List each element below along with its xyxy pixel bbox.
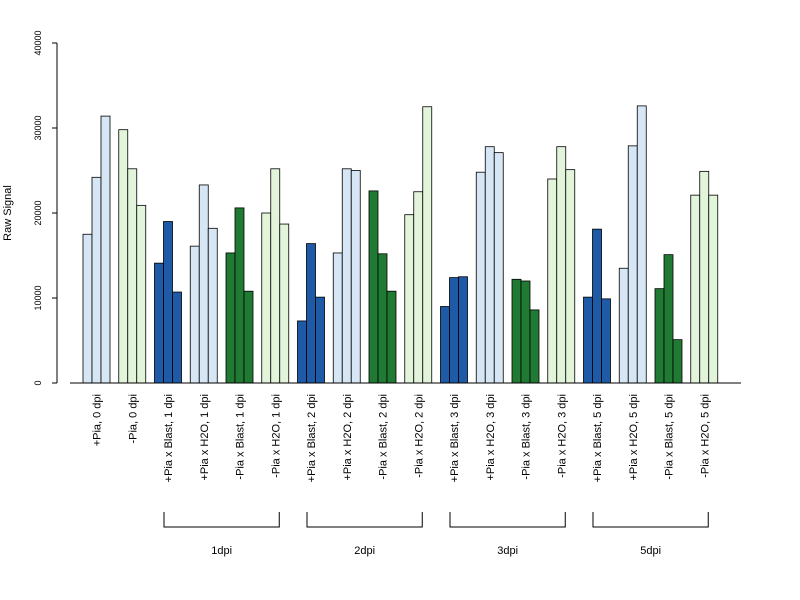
y-tick-label: 10000 bbox=[33, 285, 43, 310]
bar bbox=[118, 129, 129, 384]
bar bbox=[82, 233, 93, 384]
category-label: -Pia x Blast, 3 dpi bbox=[521, 394, 533, 480]
bar bbox=[511, 278, 522, 384]
bar bbox=[279, 223, 290, 384]
y-tick-label: 20000 bbox=[33, 200, 43, 225]
bar bbox=[663, 254, 674, 384]
group-brackets: 1dpi 2dpi 3dpi 5dpi bbox=[163, 512, 709, 557]
category-label: +Pia x Blast, 2 dpi bbox=[306, 394, 318, 482]
group-label: 2dpi bbox=[354, 545, 375, 557]
bar bbox=[350, 170, 361, 384]
category-label: -Pia x H2O, 3 dpi bbox=[556, 394, 568, 478]
bar bbox=[547, 178, 558, 384]
bar bbox=[699, 170, 710, 384]
bar bbox=[449, 277, 459, 384]
group-bracket bbox=[592, 512, 709, 528]
bar bbox=[565, 169, 576, 384]
bar bbox=[636, 105, 647, 384]
category-label: -Pia x H2O, 1 dpi bbox=[270, 394, 282, 478]
category-label: +Pia x Blast, 5 dpi bbox=[592, 394, 604, 482]
bar bbox=[520, 280, 531, 384]
group-bracket bbox=[306, 512, 423, 528]
category-labels: +Pia, 0 dpi -Pia, 0 dpi +Pia x Blast, 1 dp… bbox=[92, 394, 712, 482]
bar bbox=[91, 176, 102, 384]
bar bbox=[163, 221, 173, 384]
bar bbox=[627, 145, 638, 384]
bar bbox=[672, 339, 683, 384]
y-axis-label: Raw Signal bbox=[2, 185, 14, 241]
bars bbox=[82, 105, 719, 384]
bar bbox=[315, 296, 325, 384]
category-label: +Pia x Blast, 3 dpi bbox=[449, 394, 461, 482]
category-label: -Pia x H2O, 5 dpi bbox=[699, 394, 711, 478]
y-tick-label: 30000 bbox=[33, 115, 43, 140]
bar bbox=[618, 267, 629, 384]
bar bbox=[297, 320, 307, 384]
bar bbox=[332, 252, 343, 384]
bar bbox=[136, 204, 147, 384]
bar bbox=[493, 152, 504, 384]
bar bbox=[556, 146, 567, 384]
bar bbox=[458, 276, 468, 384]
bar bbox=[377, 253, 388, 384]
bar bbox=[690, 194, 701, 384]
bar bbox=[368, 190, 379, 384]
category-label: +Pia, 0 dpi bbox=[92, 394, 104, 446]
bar bbox=[207, 227, 218, 384]
category-label: -Pia x Blast, 5 dpi bbox=[664, 394, 676, 480]
group-bracket bbox=[163, 512, 280, 528]
bar bbox=[601, 298, 611, 384]
bar bbox=[172, 291, 182, 384]
category-label: -Pia, 0 dpi bbox=[127, 394, 139, 444]
bar bbox=[404, 214, 415, 384]
group-label: 1dpi bbox=[211, 545, 232, 557]
bar bbox=[654, 288, 665, 384]
bar bbox=[306, 243, 316, 384]
y-axis: 0 10000 20000 30000 40000 bbox=[33, 30, 58, 386]
bar bbox=[154, 262, 164, 384]
category-label: +Pia x Blast, 1 dpi bbox=[163, 394, 175, 482]
group-label: 3dpi bbox=[497, 545, 518, 557]
bar bbox=[234, 207, 245, 384]
category-label: +Pia x H2O, 1 dpi bbox=[199, 394, 211, 481]
category-label: +Pia x H2O, 5 dpi bbox=[628, 394, 640, 481]
bar bbox=[261, 212, 272, 384]
group-label: 5dpi bbox=[640, 545, 661, 557]
y-tick-label: 40000 bbox=[33, 30, 43, 55]
bar bbox=[529, 309, 540, 384]
bar bbox=[475, 171, 486, 384]
category-label: +Pia x H2O, 2 dpi bbox=[342, 394, 354, 481]
bar bbox=[413, 191, 424, 384]
bar bbox=[484, 146, 495, 384]
bar bbox=[189, 245, 200, 384]
bar bbox=[243, 290, 254, 384]
bar bbox=[592, 228, 602, 384]
bar bbox=[386, 290, 397, 384]
bar bbox=[708, 194, 719, 384]
bar bbox=[225, 252, 236, 384]
category-label: -Pia x H2O, 2 dpi bbox=[413, 394, 425, 478]
category-label: -Pia x Blast, 2 dpi bbox=[378, 394, 390, 480]
bar bbox=[198, 184, 209, 384]
bar bbox=[440, 306, 450, 384]
bar bbox=[127, 168, 138, 384]
bar bbox=[100, 115, 111, 384]
bar bbox=[583, 296, 593, 384]
bar bbox=[422, 106, 433, 384]
bar bbox=[341, 168, 352, 384]
y-tick-label: 0 bbox=[33, 380, 43, 385]
group-bracket bbox=[449, 512, 566, 528]
category-label: -Pia x Blast, 1 dpi bbox=[235, 394, 247, 480]
category-label: +Pia x H2O, 3 dpi bbox=[485, 394, 497, 481]
bar bbox=[270, 168, 281, 384]
